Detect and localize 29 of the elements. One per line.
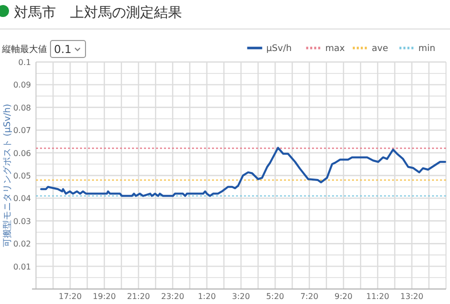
- y-tick-label: 0.1: [18, 58, 31, 67]
- x-tick-label: 9:20: [334, 292, 352, 301]
- y-tick-label: 0.05: [13, 172, 31, 180]
- y-axis-title: 可搬型モニタリングポスト (μSv/h): [2, 104, 13, 248]
- x-tick-label: 21:20: [126, 292, 150, 301]
- y-tick-label: 0.04: [13, 194, 31, 204]
- y-tick-label: 0.01: [13, 262, 31, 272]
- x-tick-label: 7:20: [300, 292, 318, 301]
- x-tick-label: 5:20: [266, 292, 284, 301]
- x-tick-label: 23:20: [161, 292, 184, 301]
- legend-label: μSv/h: [266, 44, 292, 54]
- text: 縦軸最大値: [1, 44, 47, 55]
- y-tick-label: 0.08: [13, 103, 31, 112]
- y-tick-label: 0.03: [13, 216, 31, 226]
- legend-label: max: [325, 44, 346, 54]
- x-tick-label: 1:20: [198, 292, 216, 301]
- x-tick-label: 3:20: [232, 292, 250, 301]
- y-tick-label: 0.07: [13, 126, 31, 136]
- chart-title: 対馬市 上対馬の測定結果: [14, 5, 182, 21]
- y-tick-label: 0.02: [13, 240, 31, 249]
- x-tick-label: 11:20: [366, 292, 390, 301]
- x-tick-label: 17:20: [58, 292, 82, 301]
- text: 0.1: [54, 43, 72, 56]
- x-tick-label: 19:20: [92, 292, 116, 301]
- x-tick-label: 13:20: [400, 292, 424, 301]
- legend-label: min: [418, 44, 436, 54]
- y-tick-label: 0.06: [13, 148, 31, 158]
- legend-label: ave: [372, 44, 389, 54]
- y-tick-label: 0.09: [13, 80, 31, 90]
